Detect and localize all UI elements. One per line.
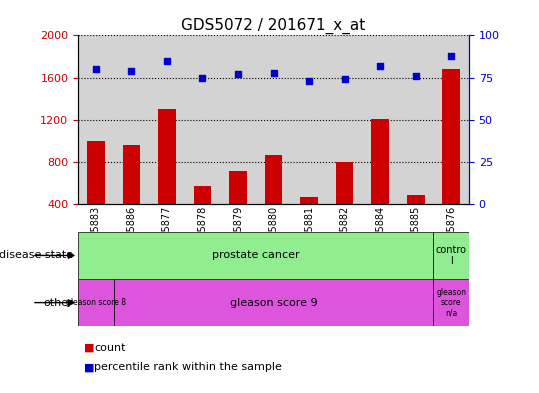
Text: ■: ■ — [84, 362, 94, 373]
Bar — [194, 186, 211, 247]
Point — [234, 71, 243, 77]
Point — [92, 66, 100, 72]
Bar — [265, 155, 282, 247]
Bar — [114, 279, 433, 326]
Bar — [336, 162, 354, 247]
Bar — [433, 232, 469, 279]
Point — [127, 68, 136, 74]
Text: gleason score 9: gleason score 9 — [230, 298, 317, 308]
Title: GDS5072 / 201671_x_at: GDS5072 / 201671_x_at — [182, 18, 365, 34]
Text: other: other — [43, 298, 73, 308]
Bar — [78, 279, 114, 326]
Text: contro
l: contro l — [436, 245, 467, 266]
Bar — [433, 279, 469, 326]
Bar — [158, 109, 176, 247]
Point — [270, 70, 278, 76]
Text: prostate cancer: prostate cancer — [212, 250, 300, 261]
Text: disease state: disease state — [0, 250, 73, 261]
Text: gleason score 8: gleason score 8 — [66, 298, 126, 307]
Bar — [443, 69, 460, 247]
Text: percentile rank within the sample: percentile rank within the sample — [94, 362, 282, 373]
Point — [447, 53, 455, 59]
Point — [376, 62, 384, 69]
Bar — [122, 145, 140, 247]
Bar — [229, 171, 247, 247]
Point — [411, 73, 420, 79]
Point — [163, 57, 171, 64]
Point — [340, 76, 349, 83]
Text: count: count — [94, 343, 126, 353]
Bar — [371, 119, 389, 247]
Bar — [87, 141, 105, 247]
Text: ■: ■ — [84, 343, 94, 353]
Point — [198, 75, 207, 81]
Bar — [407, 195, 425, 247]
Text: gleason
score
n/a: gleason score n/a — [436, 288, 466, 318]
Bar — [300, 197, 318, 247]
Point — [305, 78, 313, 84]
